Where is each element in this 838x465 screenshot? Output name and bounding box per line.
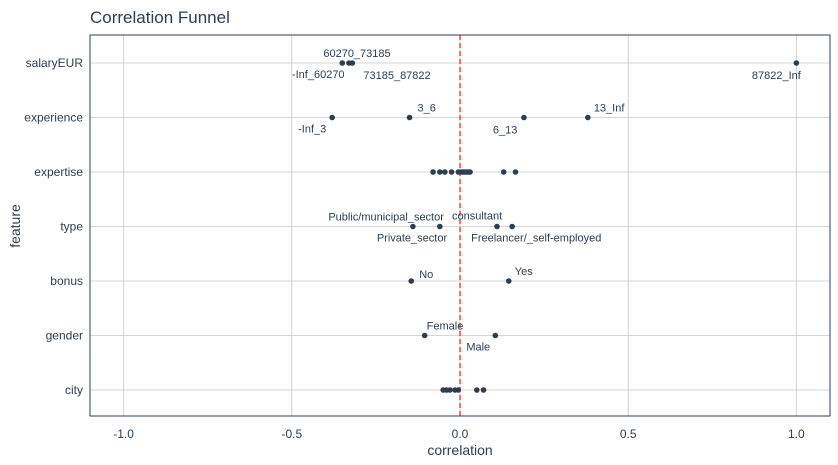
data-point [329, 114, 335, 121]
data-point [585, 114, 591, 121]
point-label: 3_6 [418, 103, 436, 115]
point-label: 60270_73185 [323, 48, 390, 60]
y-tick-label: experience [24, 111, 83, 125]
data-point [505, 278, 512, 284]
data-point [430, 169, 436, 175]
data-point [447, 387, 453, 393]
x-tick-label: -1.0 [113, 427, 134, 441]
data-point [467, 169, 473, 175]
y-tick-label: type [60, 220, 83, 234]
data-point [500, 169, 507, 175]
data-point [455, 387, 462, 393]
y-axis-tick-labels: salaryEUR experience expertise type bonus gen… [24, 56, 83, 397]
x-tick-label: 0.5 [620, 427, 637, 441]
point-labels: -Inf_60270 60270_73185 73185_87822 87822_In… [292, 48, 802, 354]
y-tick-label: city [65, 383, 83, 397]
data-point [474, 387, 480, 393]
y-tick-label: salaryEUR [26, 56, 84, 70]
panel-border [89, 34, 831, 417]
point-label: Yes [515, 266, 533, 278]
point-label: 13_Inf [594, 103, 626, 115]
x-tick-label: 0.0 [452, 427, 469, 441]
data-point [437, 223, 443, 230]
data-point [509, 223, 515, 230]
data-point [442, 169, 448, 175]
data-point [410, 223, 416, 230]
data-point [512, 169, 519, 175]
y-tick-label: expertise [34, 165, 83, 179]
y-axis-title: feature [7, 204, 23, 248]
point-label: consultant [452, 211, 502, 223]
point-label: Male [466, 342, 490, 354]
data-point [492, 332, 499, 339]
x-tick-label: 1.0 [788, 427, 805, 441]
y-tick-label: bonus [50, 274, 83, 288]
x-tick-label: -0.5 [281, 427, 302, 441]
data-point [521, 114, 527, 121]
data-point [406, 114, 413, 121]
point-label: 6_13 [493, 125, 517, 137]
y-tick-label: gender [46, 329, 83, 343]
data-point [494, 223, 500, 230]
point-label: Female [427, 321, 464, 333]
data-point [480, 387, 487, 393]
data-point [793, 60, 800, 66]
data-point [339, 60, 346, 66]
point-label: No [419, 269, 433, 281]
point-label: 73185_87822 [363, 70, 430, 82]
data-point [448, 169, 455, 175]
point-label: 87822_Inf [752, 70, 802, 82]
x-axis-tick-labels: -1.0 -0.5 0.0 0.5 1.0 [113, 427, 805, 441]
point-label: Private_sector [377, 233, 448, 245]
data-point [421, 332, 428, 339]
data-point [408, 278, 415, 284]
data-point [437, 169, 443, 175]
chart-title: Correlation Funnel [90, 8, 230, 27]
point-label: -Inf_3 [298, 124, 326, 136]
point-label: -Inf_60270 [292, 69, 345, 81]
data-points [329, 60, 800, 393]
point-label: Public/municipal_sector [328, 212, 444, 224]
x-axis-title: correlation [427, 442, 492, 458]
point-label: Freelancer/_self-employed [471, 233, 601, 245]
data-point [349, 60, 356, 66]
